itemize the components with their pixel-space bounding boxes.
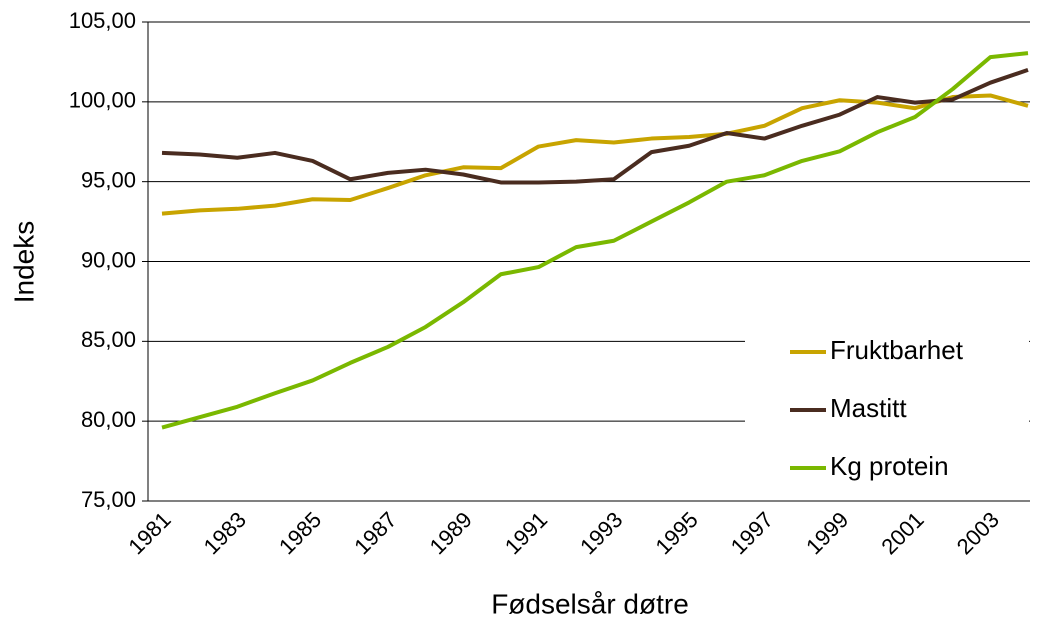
y-tick-label: 105,00: [69, 8, 136, 33]
line-series: [161, 51, 1029, 430]
x-tick-label: 1983: [199, 507, 251, 559]
y-tick-label: 95,00: [81, 167, 136, 192]
y-tick-label: 75,00: [81, 487, 136, 512]
x-tick-label: 1991: [500, 507, 552, 559]
line-series: [161, 93, 1029, 216]
x-tick-label: 1985: [274, 507, 326, 559]
legend-label: Mastitt: [830, 393, 907, 423]
x-tick-label: 2001: [876, 507, 928, 559]
y-tick-label: 90,00: [81, 247, 136, 272]
y-tick-label: 85,00: [81, 327, 136, 352]
x-tick-label: 1999: [801, 507, 853, 559]
x-tick-label: 2003: [952, 507, 1004, 559]
x-tick-label: 1989: [425, 507, 477, 559]
x-axis-title: Fødselsår døtre: [491, 588, 689, 619]
x-tick-label: 1995: [650, 507, 702, 559]
y-tick-label: 100,00: [69, 88, 136, 113]
y-tick-label: 80,00: [81, 407, 136, 432]
x-tick-label: 1987: [349, 507, 401, 559]
x-tick-label: 1993: [575, 507, 627, 559]
legend-label: Kg protein: [830, 451, 949, 481]
line-series: [161, 68, 1029, 185]
x-tick-label: 1981: [123, 507, 175, 559]
x-tick-label: 1997: [726, 507, 778, 559]
legend-label: Fruktbarhet: [830, 335, 964, 365]
y-axis-title: Indeks: [8, 221, 39, 304]
